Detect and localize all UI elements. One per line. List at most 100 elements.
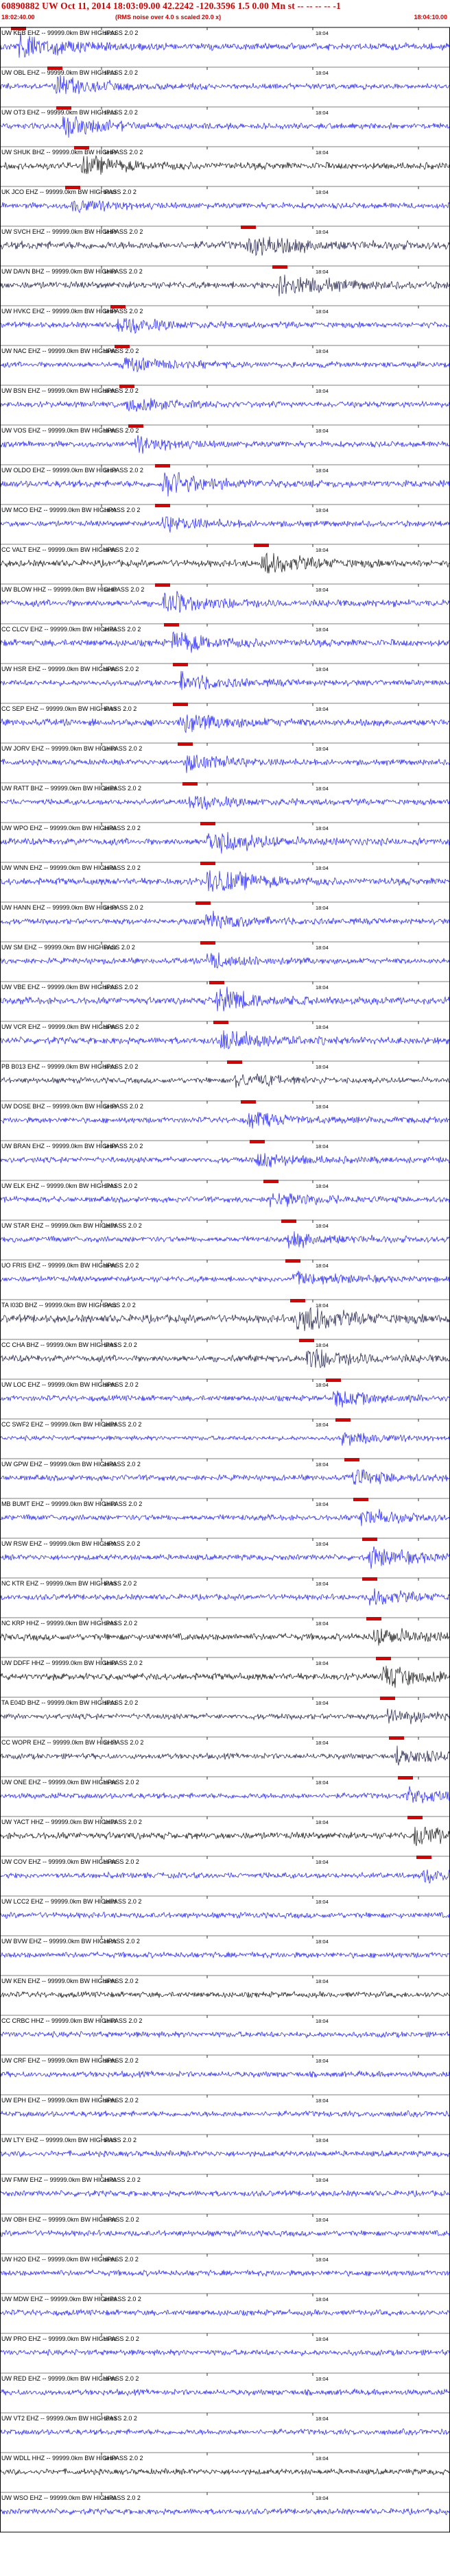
- waveform-trace: [0, 2428, 450, 2436]
- waveform-trace: [0, 2507, 450, 2516]
- tick-label: 18:04: [316, 1342, 329, 1348]
- tick-label: 18:04: [316, 2455, 329, 2462]
- tick-label: 18:04: [316, 1422, 329, 1428]
- tick-label: 18:03: [104, 269, 117, 275]
- channel-label: UW DDFF HHZ -- 99999.0km BW HIGHPASS 2.0…: [1, 1660, 143, 1666]
- tick-label: 18:04: [316, 1700, 329, 1706]
- tick-label: 18:04: [316, 706, 329, 712]
- pick-marker: [128, 424, 143, 428]
- pick-marker: [178, 742, 193, 746]
- waveform-trace: [0, 1431, 450, 1446]
- tick-label: 18:03: [104, 388, 117, 394]
- channel-label: CC SEP EHZ -- 99999.0km BW HIGHPASS 2.0 …: [1, 705, 137, 712]
- waveform-trace: [0, 2269, 450, 2277]
- tick-label: 18:04: [316, 587, 329, 593]
- channel-row: UW SHUK BHZ -- 99999.0km BW HIGHPASS 2.0…: [0, 146, 450, 175]
- channel-label: UW CRF EHZ -- 99999.0km BW HIGHPASS 2.0 …: [1, 2057, 139, 2064]
- tick-label: 18:04: [316, 666, 329, 672]
- channel-label: CC CRBC HHZ -- 99999.0km BW HIGHPASS 2.0…: [1, 2017, 142, 2024]
- channel-label: UW OLDO EHZ -- 99999.0km BW HIGHPASS 2.0…: [1, 467, 143, 474]
- waveform-trace: [0, 2150, 450, 2158]
- waveform-trace: [0, 1786, 450, 1803]
- tick-label: 18:03: [104, 2018, 117, 2024]
- tick-label: 18:04: [316, 2495, 329, 2501]
- pick-marker: [11, 27, 26, 30]
- channel-label: NC KRP HHZ -- 99999.0km BW HIGHPASS 2.0 …: [1, 1620, 137, 1627]
- tick-label: 18:04: [316, 1143, 329, 1150]
- waveform-trace: [0, 357, 450, 373]
- channel-row: CC VALT EHZ -- 99999.0km BW HIGHPASS 2.0…: [0, 544, 450, 574]
- tick-label: 18:04: [316, 1263, 329, 1269]
- waveform-trace: [0, 631, 450, 653]
- channel-row: CC CHA BHZ -- 99999.0km BW HIGHPASS 2.0 …: [0, 1339, 450, 1368]
- channel-label: UW VT2 EHZ -- 99999.0km BW HIGHPASS 2.0 …: [1, 2415, 137, 2422]
- tick-label: 18:04: [316, 2217, 329, 2223]
- tick-label: 18:04: [316, 1064, 329, 1070]
- tick-label: 18:03: [104, 1740, 117, 1746]
- tick-label: 18:04: [316, 1104, 329, 1110]
- channel-row: UW OLDO EHZ -- 99999.0km BW HIGHPASS 2.0…: [0, 464, 450, 497]
- waveform-trace: [0, 115, 450, 138]
- tick-label: 18:04: [316, 1382, 329, 1388]
- channel-label: UW LTY EHZ -- 99999.0km BW HIGHPASS 2.0 …: [1, 2137, 137, 2143]
- channel-label: UW PRO EHZ -- 99999.0km BW HIGHPASS 2.0 …: [1, 2335, 139, 2342]
- tick-label: 18:04: [316, 1501, 329, 1507]
- pick-marker: [299, 1339, 314, 1342]
- channel-label: UW VOS EHZ -- 99999.0km BW HIGHPASS 2.0 …: [1, 427, 139, 434]
- channel-label: UW DAVN BHZ -- 99999.0km BW HIGHPASS 2.0…: [1, 268, 143, 275]
- channel-row: UW KEN EHZ -- 99999.0km BW HIGHPASS 2.0 …: [0, 1975, 450, 1999]
- tick-label: 18:03: [104, 865, 117, 871]
- pick-marker: [241, 1100, 256, 1104]
- channel-label: NC KTR EHZ -- 99999.0km BW HIGHPASS 2.0 …: [1, 1580, 137, 1587]
- tick-label: 18:04: [316, 2296, 329, 2302]
- channel-row: UW RATT BHZ -- 99999.0km BW HIGHPASS 2.0…: [0, 782, 450, 810]
- waveform-trace: [0, 1390, 450, 1408]
- waveform-trace: [0, 952, 450, 969]
- channel-row: TA E04D BHZ -- 99999.0km BW HIGHPASS 2.0…: [0, 1697, 450, 1725]
- channel-row: UW RSW EHZ -- 99999.0km BW HIGHPASS 2.0 …: [0, 1538, 450, 1569]
- tick-label: 18:03: [104, 666, 117, 672]
- channel-label: UW VCR EHZ -- 99999.0km BW HIGHPASS 2.0 …: [1, 1023, 139, 1030]
- waveform-trace: [0, 1193, 450, 1208]
- channel-label: UW WNN EHZ -- 99999.0km BW HIGHPASS 2.0 …: [1, 864, 141, 871]
- waveform-trace: [0, 1270, 450, 1285]
- tick-label: 18:04: [316, 865, 329, 871]
- channel-row: UW H2O EHZ -- 99999.0km BW HIGHPASS 2.0 …: [0, 2253, 450, 2277]
- tick-label: 18:04: [316, 2376, 329, 2382]
- channel-row: UW NAC EHZ -- 99999.0km BW HIGHPASS 2.0 …: [0, 345, 450, 373]
- tick-label: 18:03: [104, 627, 117, 633]
- waveform-trace: [0, 2110, 450, 2118]
- channel-label: UW YACT HHZ -- 99999.0km BW HIGHPASS 2.0…: [1, 1819, 142, 1825]
- channel-row: UW GPW EHZ -- 99999.0km BW HIGHPASS 2.0 …: [0, 1458, 450, 1485]
- tick-label: 18:04: [316, 388, 329, 394]
- tick-label: 18:04: [316, 2416, 329, 2422]
- waveform-trace: [0, 236, 450, 256]
- tick-label: 18:03: [104, 1104, 117, 1110]
- pick-marker: [65, 186, 80, 189]
- pick-marker: [173, 663, 188, 666]
- channel-row: UW DOSE BHZ -- 99999.0km BW HIGHPASS 2.0…: [0, 1100, 450, 1129]
- waveform-trace: [0, 274, 450, 297]
- channel-label: MB BUMT EHZ -- 99999.0km BW HIGHPASS 2.0…: [1, 1500, 142, 1507]
- channel-row: UW ELK EHZ -- 99999.0km BW HIGHPASS 2.0 …: [0, 1180, 450, 1208]
- tick-label: 18:03: [104, 467, 117, 474]
- tick-label: 18:04: [316, 1779, 329, 1786]
- waveform-trace: [0, 435, 450, 454]
- tick-label: 18:03: [104, 428, 117, 434]
- tick-label: 18:03: [104, 2495, 117, 2501]
- waveform-trace: [0, 910, 450, 929]
- channel-label: UW ELK EHZ -- 99999.0km BW HIGHPASS 2.0 …: [1, 1182, 137, 1189]
- tick-label: 18:04: [316, 2177, 329, 2183]
- tick-label: 18:04: [316, 1819, 329, 1825]
- channel-row: UW PRO EHZ -- 99999.0km BW HIGHPASS 2.0 …: [0, 2333, 450, 2357]
- channel-label: UW RSW EHZ -- 99999.0km BW HIGHPASS 2.0 …: [1, 1540, 140, 1547]
- tick-label: 18:03: [104, 1779, 117, 1786]
- tick-label: 18:03: [104, 1978, 117, 1984]
- channel-label: CC SWF2 EHZ -- 99999.0km BW HIGHPASS 2.0…: [1, 1421, 141, 1428]
- channel-label: UW FMW EHZ -- 99999.0km BW HIGHPASS 2.0 …: [1, 2176, 141, 2183]
- pick-marker: [389, 1736, 404, 1740]
- tick-label: 18:04: [316, 428, 329, 434]
- pick-marker: [362, 1577, 377, 1581]
- channel-row: UW VCR EHZ -- 99999.0km BW HIGHPASS 2.0 …: [0, 1021, 450, 1049]
- tick-label: 18:04: [316, 547, 329, 553]
